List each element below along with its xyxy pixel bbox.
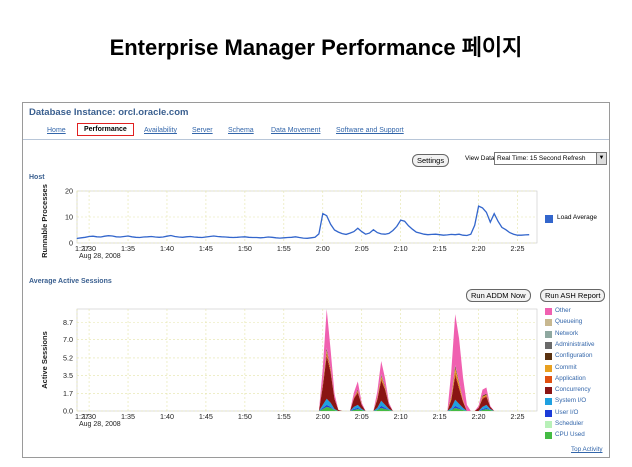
- settings-button[interactable]: Settings: [412, 154, 450, 167]
- y-tick-label: 0.0: [63, 407, 73, 416]
- x-date-label: Aug 28, 2008: [79, 253, 121, 260]
- series-line-load-average: [76, 205, 530, 240]
- x-tick-label: 2:00: [316, 244, 330, 253]
- legend-swatch: [545, 375, 552, 383]
- x-tick-label: 1:55: [277, 412, 291, 421]
- x-tick-label: 1:35: [121, 244, 135, 253]
- tab-data-movement[interactable]: Data Movement: [271, 127, 321, 134]
- aas-section-title: Average Active Sessions: [29, 278, 112, 285]
- x-tick-label: 1:45: [199, 244, 213, 253]
- slide-title: Enterprise Manager Performance 페이지: [109, 35, 523, 60]
- legend-label: CPU Used: [555, 431, 585, 439]
- legend-swatch: [545, 432, 552, 440]
- tab-performance[interactable]: Performance: [77, 123, 134, 136]
- x-tick-label: 1:30: [82, 412, 96, 421]
- y-tick-label: 3.5: [63, 371, 73, 380]
- legend-label-load-average: Load Average: [557, 214, 597, 221]
- x-tick-label: 2:25: [511, 412, 525, 421]
- x-tick-label: 2:20: [472, 412, 486, 421]
- legend-swatch: [545, 319, 552, 327]
- legend-label: System I/O: [555, 397, 587, 405]
- tab-server[interactable]: Server: [192, 127, 213, 134]
- tab-home[interactable]: Home: [47, 127, 66, 134]
- aas-chart: 1:271:30 1:35 1:40 1:45 1:50 1:55 2:00 2:05 2:10…: [40, 308, 538, 428]
- x-tick-label: 2:05: [355, 244, 369, 253]
- tab-availability[interactable]: Availability: [144, 127, 177, 134]
- x-tick-label: 2:00: [316, 412, 330, 421]
- legend-swatch: [545, 353, 552, 361]
- y-tick-label: 7.0: [63, 335, 73, 344]
- legend-label: Application: [555, 374, 586, 382]
- host-chart: 1:271:30 1:35 1:40 1:45 1:50 1:55 2:00 2:05 2:10…: [40, 184, 538, 260]
- x-tick-label: 2:10: [394, 244, 408, 253]
- x-tick-label: 2:20: [472, 244, 486, 253]
- x-tick-label: 1:40: [160, 412, 174, 421]
- legend-label: Commit: [555, 363, 577, 371]
- legend-label: Configuration: [555, 352, 593, 360]
- x-tick-label: 1:40: [160, 244, 174, 253]
- view-data-select[interactable]: Real Time: 15 Second Refresh ▼: [494, 152, 607, 165]
- x-tick-label: 1:50: [238, 244, 252, 253]
- x-tick-label: 1:35: [121, 412, 135, 421]
- x-tick-label: 1:45: [199, 412, 213, 421]
- x-tick-label: 2:25: [511, 244, 525, 253]
- y-tick-label: 0: [69, 239, 73, 248]
- y-tick-label: 20: [65, 187, 73, 196]
- y-tick-label: 8.7: [63, 318, 73, 327]
- legend-swatch: [545, 308, 552, 315]
- legend-label: Network: [555, 329, 579, 337]
- y-tick-label: 1.7: [63, 389, 73, 398]
- chevron-down-icon[interactable]: ▼: [596, 153, 606, 164]
- x-date-label: Aug 28, 2008: [79, 421, 121, 428]
- x-tick-label: 2:15: [433, 412, 447, 421]
- y-axis-label: Runnable Processes: [40, 184, 49, 258]
- legend-swatch: [545, 364, 552, 372]
- legend-swatch: [545, 398, 552, 406]
- legend-label: Other: [555, 307, 571, 314]
- x-tick-label: 2:05: [355, 412, 369, 421]
- tab-schema[interactable]: Schema: [228, 127, 254, 134]
- host-section-title: Host: [29, 174, 45, 181]
- legend-swatch: [545, 421, 552, 428]
- database-instance-title[interactable]: Database Instance: orcl.oracle.com: [29, 107, 189, 118]
- x-tick-label: 2:15: [433, 244, 447, 253]
- x-tick-label: 1:50: [238, 412, 252, 421]
- legend-label: Queueing: [555, 318, 583, 326]
- legend-label: Concurrency: [555, 386, 591, 394]
- tab-software-and-support[interactable]: Software and Support: [336, 127, 404, 134]
- x-tick-label: 1:27: [75, 244, 89, 253]
- x-tick-label: 2:10: [394, 412, 408, 421]
- legend-label: Administrative: [555, 340, 595, 348]
- legend-swatch: [545, 341, 552, 349]
- x-tick-label: 1:55: [277, 244, 291, 253]
- tab-bar: Home Performance Availability Server Sch…: [23, 123, 609, 140]
- plot-area: [76, 308, 538, 412]
- y-tick-label: 10: [65, 213, 73, 222]
- top-activity-link[interactable]: Top Activity: [571, 446, 603, 453]
- y-axis-label: Active Sessions: [40, 331, 49, 389]
- legend-swatch: [545, 409, 552, 417]
- legend-label: User I/O: [555, 408, 579, 416]
- view-data-label: View Data: [465, 155, 495, 162]
- view-data-value: Real Time: 15 Second Refresh: [497, 155, 586, 162]
- run-addm-now-button[interactable]: Run ADDM Now: [466, 289, 531, 302]
- legend-swatch: [545, 387, 552, 395]
- y-tick-label: 5.2: [63, 353, 73, 362]
- legend-swatch: [545, 215, 553, 223]
- run-ash-report-button[interactable]: Run ASH Report: [540, 289, 606, 302]
- x-tick-label: 1:27: [75, 412, 89, 421]
- x-tick-label: 1:30: [82, 244, 96, 253]
- em-performance-page: Database Instance: orcl.oracle.com Home …: [22, 102, 610, 458]
- legend-swatch: [545, 330, 552, 338]
- legend-label: Scheduler: [555, 420, 584, 427]
